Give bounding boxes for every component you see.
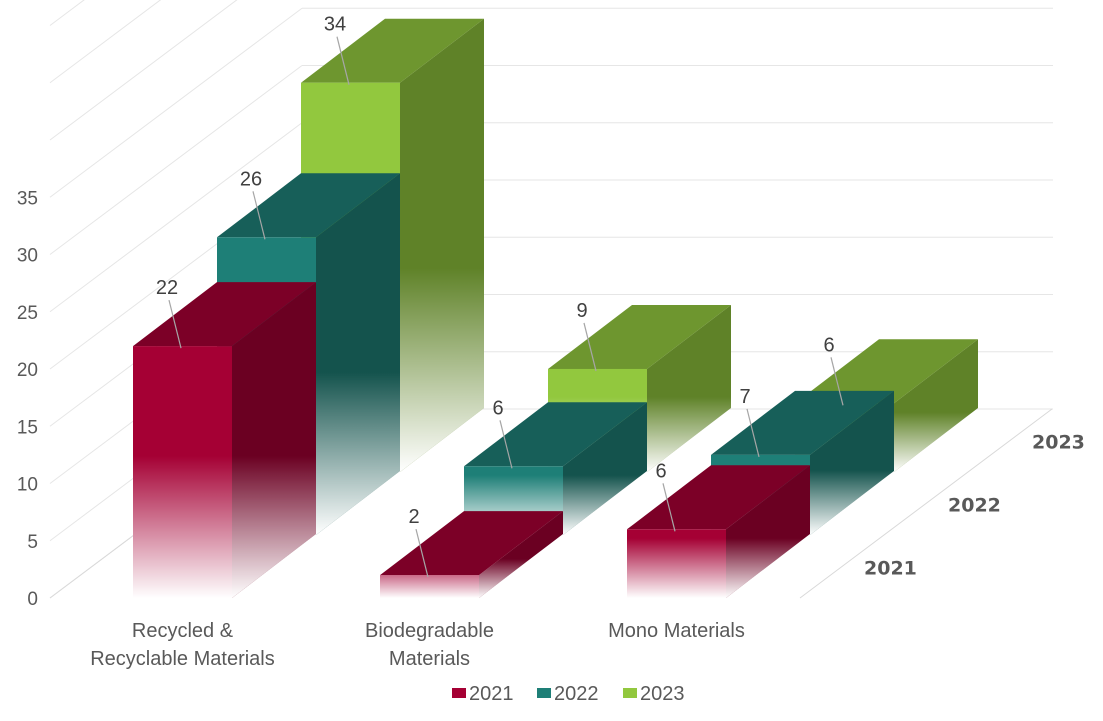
gridline-diagonal (49, 0, 162, 84)
bar (464, 402, 647, 535)
y-tick-label: 15 (17, 417, 38, 438)
category-label: Recycled & Recyclable Materials (90, 620, 275, 670)
data-label: 9 (576, 300, 587, 322)
legend-label: 2022 (554, 683, 599, 705)
category-label: Mono Materials (608, 620, 745, 642)
legend-swatch (452, 688, 466, 698)
data-label: 6 (823, 334, 834, 356)
leader-line (415, 528, 429, 578)
bar (627, 465, 810, 598)
legend-label: 2021 (469, 683, 514, 705)
y-tick-label: 0 (27, 589, 38, 610)
category-label: Biodegradable Materials (365, 620, 494, 670)
gridline-diagonal (49, 0, 238, 141)
leader-line (168, 299, 182, 349)
category-label-line: Mono Materials (608, 620, 745, 642)
data-label: 22 (156, 277, 178, 299)
bar (380, 511, 563, 598)
leader-line (252, 191, 266, 240)
bar-top (627, 465, 810, 530)
bar-top (217, 173, 400, 238)
y-tick-label: 30 (17, 246, 38, 267)
gridline-diagonal (49, 65, 303, 255)
data-label: 26 (240, 168, 262, 190)
leader-line (499, 420, 513, 469)
data-label: 7 (739, 386, 750, 408)
bar-top (133, 282, 316, 347)
gridline-diagonal (49, 7, 303, 198)
y-tick-label: 10 (17, 475, 38, 496)
legend: 2021 2022 2023 (452, 683, 685, 705)
bar-top (548, 304, 731, 369)
bar-top (380, 511, 563, 576)
gridline-diagonal (49, 122, 303, 313)
depth-label: 2021 (864, 558, 917, 580)
gridline-diagonal (49, 0, 85, 26)
category-label-line: Materials (389, 648, 470, 670)
leader-line (662, 483, 676, 532)
legend-swatch (623, 688, 637, 698)
y-tick-label: 25 (17, 303, 38, 324)
leader-line (583, 322, 597, 372)
category-label-line: Recycled & (132, 620, 234, 642)
y-tick-label: 20 (17, 360, 38, 381)
y-axis: 0 5 10 15 20 25 30 35 (17, 188, 38, 610)
y-tick-label: 35 (17, 188, 38, 209)
legend-swatch (537, 688, 551, 698)
leader-line (336, 36, 350, 85)
data-label: 6 (655, 460, 666, 482)
category-label-line: Biodegradable (365, 620, 494, 642)
depth-axis: 2021 2022 2023 (864, 432, 1085, 580)
bar-top (711, 390, 894, 455)
data-label: 6 (492, 397, 503, 419)
bar-fade (380, 511, 563, 598)
bars (133, 18, 978, 598)
bar-fade (464, 402, 647, 535)
legend-label: 2023 (640, 683, 685, 705)
category-label-line: Recyclable Materials (90, 648, 275, 670)
bar-top (464, 402, 647, 467)
bar-fade (133, 282, 316, 598)
y-tick-label: 5 (27, 532, 38, 553)
depth-label: 2022 (948, 495, 1001, 517)
bar-top (301, 18, 484, 83)
bar-fade (627, 465, 810, 598)
bar (133, 282, 316, 598)
leader-line (746, 408, 760, 457)
bar-top (795, 339, 978, 404)
x-axis: Recycled & Recyclable Materials Biodegrada… (90, 620, 745, 670)
leader-line (830, 357, 844, 406)
depth-label: 2023 (1032, 432, 1085, 454)
data-label: 2 (408, 506, 419, 528)
floor-right-edge (799, 408, 1053, 599)
data-label: 34 (324, 14, 346, 36)
